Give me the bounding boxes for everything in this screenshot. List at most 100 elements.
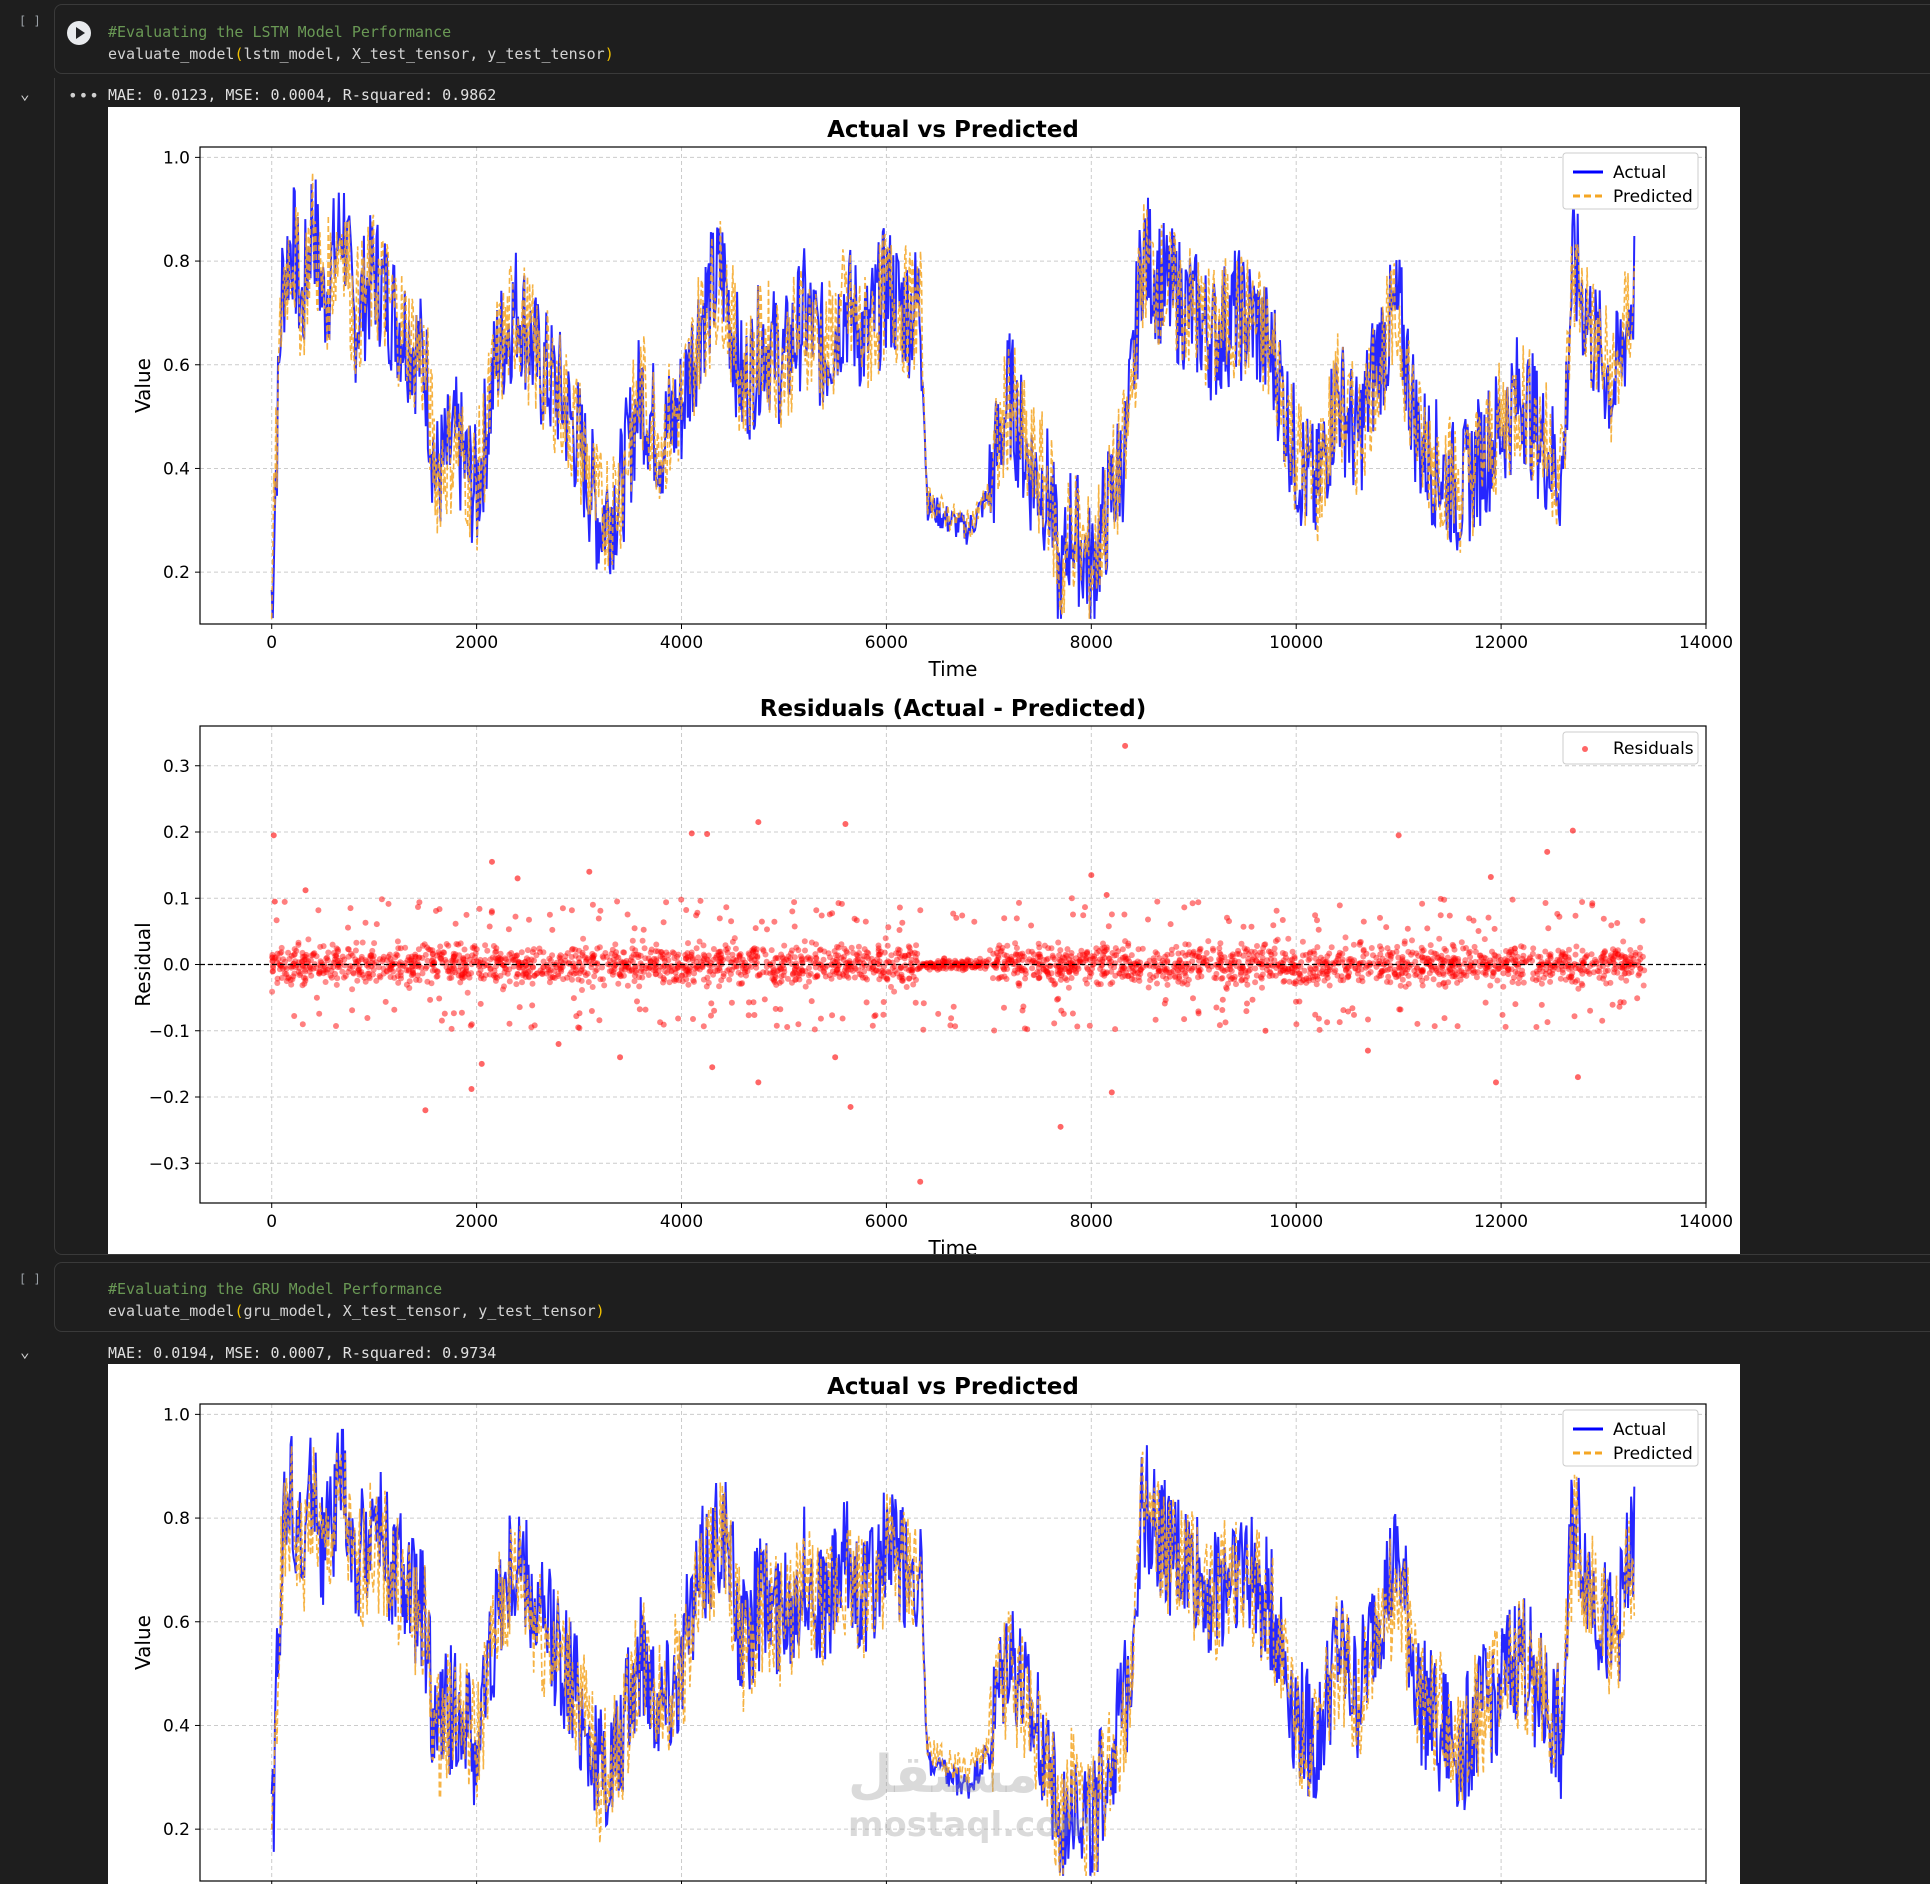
residual-point [1547, 978, 1554, 985]
residual-point [1509, 979, 1516, 985]
residual-point [1119, 954, 1126, 961]
residual-point [1319, 970, 1326, 977]
residual-point [871, 958, 877, 965]
residual-point [458, 972, 465, 979]
residual-point [1274, 962, 1281, 968]
residual-point [530, 946, 537, 953]
series-line-predicted [270, 172, 1636, 619]
residual-point [1096, 948, 1103, 954]
residual-point [652, 961, 659, 968]
residual-point [484, 947, 491, 954]
residual-point [415, 946, 422, 953]
residual-point [999, 944, 1006, 951]
residual-point [660, 979, 667, 986]
residual-point [1636, 951, 1643, 958]
y-tick-label: 0.2 [163, 563, 190, 583]
residual-point [756, 972, 763, 979]
run-cell-button[interactable] [67, 21, 91, 45]
residual-outlier-point [270, 832, 277, 839]
residual-point [1056, 967, 1063, 974]
x-tick-label: 12000 [1474, 633, 1528, 653]
residual-point [1614, 969, 1621, 976]
residual-point [452, 920, 459, 927]
residual-point [914, 950, 921, 957]
residual-point [1472, 958, 1479, 965]
residual-point [1185, 976, 1192, 983]
residual-point [685, 971, 692, 977]
residual-point [1600, 915, 1607, 922]
residual-point [1603, 980, 1610, 987]
residual-point [513, 952, 520, 959]
residual-point [1185, 965, 1192, 972]
residual-point [760, 969, 767, 976]
residual-point [1376, 973, 1383, 979]
residual-point [589, 955, 596, 962]
residual-point [1324, 964, 1331, 971]
residual-point [334, 957, 341, 964]
residual-point [1244, 946, 1251, 953]
residual-point [292, 964, 299, 971]
residual-point [1163, 965, 1170, 972]
residual-point [1175, 967, 1182, 974]
residual-point [718, 954, 725, 961]
residual-point [556, 962, 563, 969]
residual-point [626, 967, 633, 974]
residual-point [1568, 964, 1575, 971]
residual-point [1399, 976, 1406, 983]
residual-point [1612, 948, 1619, 955]
residual-point [1119, 946, 1126, 953]
residual-point [908, 956, 915, 963]
residual-point [1389, 950, 1396, 956]
residual-point [915, 965, 921, 972]
residual-point [674, 953, 680, 960]
residual-point [958, 958, 965, 965]
residual-point [1618, 974, 1625, 981]
residual-point [661, 955, 668, 962]
residual-point [588, 1008, 595, 1014]
residual-point [1607, 979, 1614, 986]
residual-point [990, 950, 997, 957]
residual-point [291, 970, 298, 977]
residual-outlier-point [1569, 827, 1576, 834]
residual-point [386, 966, 393, 973]
residual-point [700, 942, 707, 949]
residual-point [366, 970, 373, 977]
output-menu-icon[interactable]: ••• [68, 86, 100, 105]
residual-point [905, 975, 912, 982]
residual-point [744, 968, 751, 975]
collapse-output-chevron-icon[interactable]: ⌄ [20, 1342, 30, 1361]
residual-point [888, 952, 895, 959]
residual-point [588, 964, 595, 971]
residual-point [1379, 955, 1386, 962]
code-cell-lstm[interactable] [54, 4, 1930, 74]
residual-point [1351, 957, 1358, 964]
residual-point [1512, 1001, 1519, 1008]
residual-point [377, 974, 384, 981]
residual-point [405, 967, 412, 974]
residual-point [669, 949, 676, 956]
residual-point [1547, 964, 1554, 971]
residual-point [838, 941, 845, 948]
residual-point [1082, 976, 1089, 983]
residual-point [1385, 973, 1392, 980]
residual-point [1565, 954, 1572, 961]
residual-point [1602, 968, 1609, 975]
residual-point [1530, 970, 1537, 977]
residual-point [408, 956, 415, 963]
residual-point [793, 944, 800, 951]
residual-point [1467, 948, 1473, 955]
residual-point [537, 967, 544, 974]
residual-point [455, 941, 462, 948]
residual-point [881, 949, 888, 956]
residual-point [865, 950, 872, 957]
residual-point [506, 966, 513, 973]
residual-point [1168, 969, 1175, 976]
residual-point [1472, 948, 1479, 955]
residual-point [427, 946, 434, 953]
residual-point [628, 967, 635, 974]
y-axis-label: Value [131, 358, 155, 413]
collapse-output-chevron-icon[interactable]: ⌄ [20, 84, 30, 103]
residual-point [849, 967, 856, 974]
residual-point [1119, 967, 1126, 974]
residual-point [1008, 958, 1015, 965]
